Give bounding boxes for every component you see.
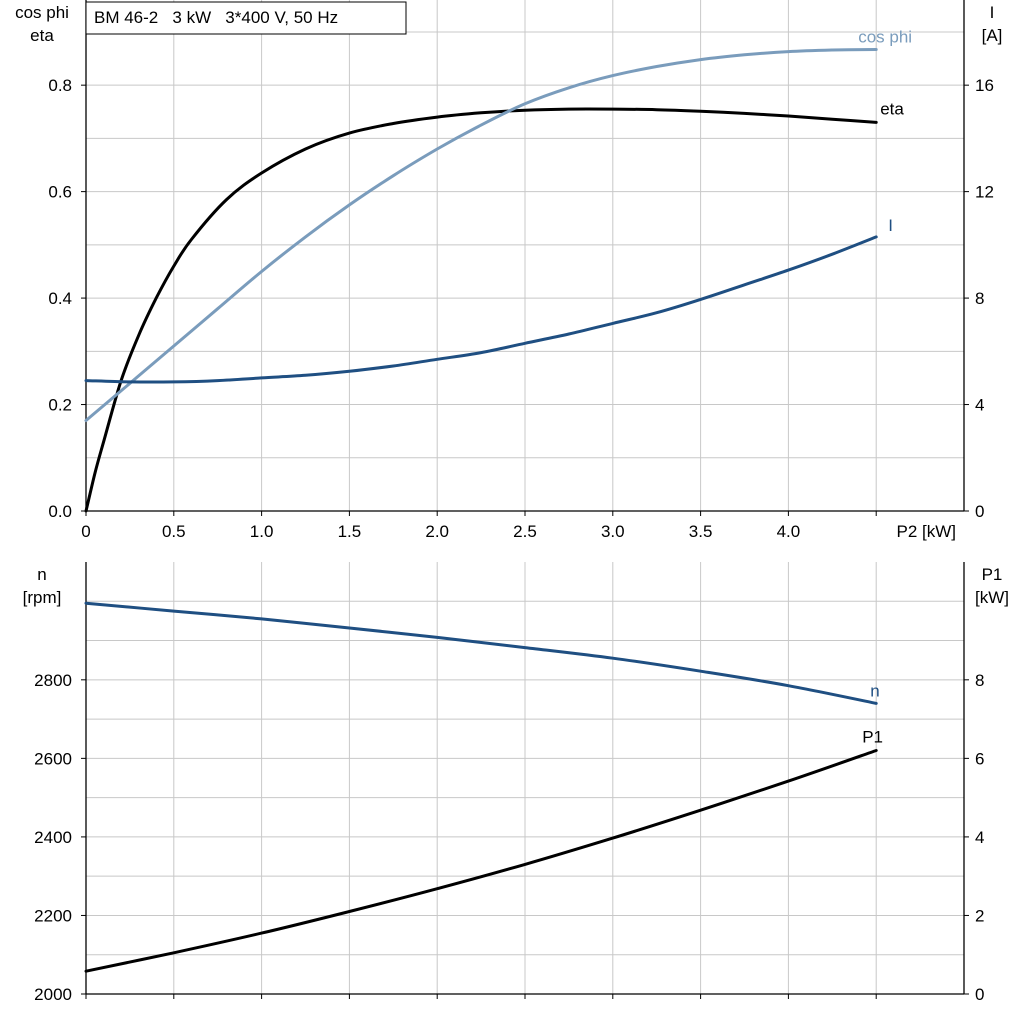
upper-chart-panel: 0.0 0.2 0.4 0.6 0.8 0 4 8 12 16 0 0.5 1.0 1.5 2.0 2.5 3.… — [15, 0, 1002, 541]
upper-right-tick-label: 4 — [975, 396, 984, 415]
upper-left-tick-label: 0.6 — [48, 183, 72, 202]
upper-x-axis-label: P2 [kW] — [896, 522, 956, 541]
series-line-cos-phi — [84, 48, 878, 422]
upper-left-tick-label: 0.4 — [48, 289, 72, 308]
upper-left-tick-label: 0.2 — [48, 396, 72, 415]
upper-right-tick-label: 12 — [975, 183, 994, 202]
upper-right-axis-title: I — [990, 3, 995, 22]
upper-x-tick-label: 3.0 — [601, 522, 625, 541]
upper-x-tick-label: 3.5 — [689, 522, 713, 541]
upper-left-tick-label: 0.8 — [48, 76, 72, 95]
lower-left-tick-label: 2200 — [34, 906, 72, 925]
series-line-eta — [84, 107, 878, 513]
lower-left-tick-label: 2000 — [34, 985, 72, 1004]
title-text: BM 46-2 3 kW 3*400 V, 50 Hz — [94, 8, 338, 27]
upper-right-tick-label: 8 — [975, 289, 984, 308]
lower-right-tick-label: 8 — [975, 671, 984, 690]
upper-left-axis-title: eta — [30, 26, 54, 45]
upper-x-tick-label: 0.5 — [162, 522, 186, 541]
title-box: BM 46-2 3 kW 3*400 V, 50 Hz — [85, 1, 407, 35]
upper-left-tick-label: 0.0 — [48, 502, 72, 521]
upper-right-tick-label: 16 — [975, 76, 994, 95]
lower-right-tick-label: 2 — [975, 906, 984, 925]
lower-left-tick-label: 2600 — [34, 749, 72, 768]
upper-x-tick-label: 1.5 — [338, 522, 362, 541]
upper-left-axis-title: cos phi — [15, 3, 69, 22]
upper-right-axis-title: [A] — [982, 26, 1003, 45]
upper-x-tick-label: 2.5 — [513, 522, 537, 541]
lower-chart-panel: 2000 2200 2400 2600 2800 0 2 4 6 8 n [rpm] P1 [kW] n P1 — [23, 562, 1009, 1004]
series-line-p1 — [84, 749, 878, 973]
lower-right-tick-label: 4 — [975, 828, 984, 847]
lower-right-axis-title: [kW] — [975, 588, 1009, 607]
upper-right-tick-label: 0 — [975, 502, 984, 521]
title-box-frame — [85, 1, 407, 35]
lower-right-axis-title: P1 — [982, 565, 1003, 584]
series-label-eta: eta — [880, 99, 904, 118]
upper-x-tick-label: 1.0 — [250, 522, 274, 541]
upper-x-tick-label: 0 — [81, 522, 90, 541]
lower-right-tick-label: 6 — [975, 749, 984, 768]
lower-left-axis-title: [rpm] — [23, 588, 62, 607]
series-label-cos-phi: cos phi — [858, 28, 912, 47]
lower-right-tick-label: 0 — [975, 985, 984, 1004]
series-line-i — [84, 235, 878, 384]
series-label-p1: P1 — [862, 728, 883, 747]
lower-left-tick-label: 2800 — [34, 671, 72, 690]
upper-x-tick-label: 4.0 — [777, 522, 801, 541]
series-label-n: n — [870, 681, 879, 700]
upper-x-tick-label: 2.0 — [425, 522, 449, 541]
lower-left-tick-label: 2400 — [34, 828, 72, 847]
series-line-n — [84, 601, 878, 705]
series-label-i: I — [888, 216, 893, 235]
lower-left-axis-title: n — [37, 565, 46, 584]
